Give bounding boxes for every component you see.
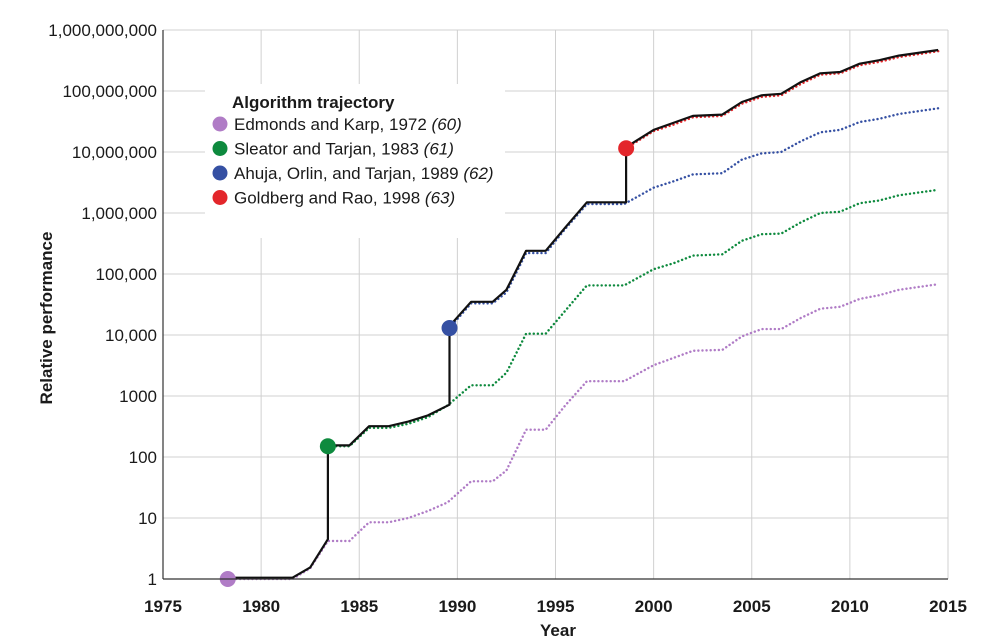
legend-entry-label: Goldberg and Rao, 1998 (63) bbox=[234, 189, 455, 208]
series-line-goldberg-and-rao-1998 bbox=[624, 50, 940, 150]
legend-marker bbox=[212, 165, 228, 181]
y-tick-label: 1,000,000 bbox=[81, 204, 157, 223]
y-tick-label: 1 bbox=[148, 570, 157, 589]
axes bbox=[162, 30, 948, 580]
series-line-sleator-and-tarjan-1983 bbox=[326, 188, 940, 448]
y-tick-label: 1,000,000,000 bbox=[48, 21, 157, 40]
legend-entry-name: Sleator and Tarjan, 1983 bbox=[234, 140, 424, 159]
x-tick-label: 2000 bbox=[635, 597, 673, 616]
x-tick-label: 1995 bbox=[537, 597, 575, 616]
algorithm-start-marker bbox=[319, 438, 336, 455]
legend-entry-name: Edmonds and Karp, 1972 bbox=[234, 115, 432, 134]
series-line-best-performance bbox=[227, 48, 939, 579]
algorithm-start-marker bbox=[618, 140, 635, 157]
series-line-ahuja-orlin-and-tarjan-1989 bbox=[448, 107, 940, 330]
y-tick-label: 100 bbox=[129, 448, 157, 467]
legend-entry-label: Ahuja, Orlin, and Tarjan, 1989 (62) bbox=[234, 164, 494, 183]
legend-entry-ref: (60) bbox=[432, 115, 462, 134]
legend-entries: Edmonds and Karp, 1972 (60) Sleator and T… bbox=[212, 115, 494, 208]
legend-marker bbox=[212, 116, 228, 132]
legend-entry-name: Ahuja, Orlin, and Tarjan, 1989 bbox=[234, 164, 463, 183]
y-tick-label: 100,000,000 bbox=[62, 82, 157, 101]
x-tick-label: 1980 bbox=[242, 597, 280, 616]
legend-marker bbox=[212, 190, 228, 205]
x-tick-label: 2005 bbox=[733, 597, 771, 616]
y-tick-label: 10 bbox=[138, 509, 157, 528]
x-tick-label: 1985 bbox=[340, 597, 378, 616]
y-tick-label: 10,000,000 bbox=[72, 143, 157, 162]
tick-labels: 1 10 100 1000 10,000 100,000 1,000,000 10,000,0… bbox=[48, 21, 967, 616]
y-tick-label: 10,000 bbox=[105, 326, 157, 345]
x-axis-title: Year bbox=[540, 621, 576, 638]
series-line-edmonds-and-karp-1972 bbox=[226, 283, 940, 581]
legend-entry-ref: (62) bbox=[463, 164, 493, 183]
x-tick-label: 2010 bbox=[831, 597, 869, 616]
legend-entry-ref: (63) bbox=[425, 189, 455, 208]
y-tick-label: 100,000 bbox=[96, 265, 157, 284]
algorithm-markers bbox=[219, 140, 635, 587]
algorithm-start-marker bbox=[441, 320, 458, 337]
legend: Algorithm trajectory Edmonds and Karp, 1… bbox=[205, 84, 505, 238]
x-tick-label: 1975 bbox=[144, 597, 182, 616]
y-axis-title: Relative performance bbox=[37, 232, 56, 405]
legend-entry-label: Edmonds and Karp, 1972 (60) bbox=[234, 115, 462, 134]
legend-entry-name: Goldberg and Rao, 1998 bbox=[234, 189, 425, 208]
x-tick-label: 1990 bbox=[438, 597, 476, 616]
x-tick-label: 2015 bbox=[929, 597, 967, 616]
legend-marker bbox=[212, 141, 228, 156]
y-tick-label: 1000 bbox=[119, 387, 157, 406]
legend-entry-label: Sleator and Tarjan, 1983 (61) bbox=[234, 140, 454, 159]
legend-entry-ref: (61) bbox=[424, 140, 454, 159]
legend-background bbox=[205, 84, 505, 238]
legend-title: Algorithm trajectory bbox=[232, 93, 395, 112]
series-lines bbox=[226, 48, 940, 581]
